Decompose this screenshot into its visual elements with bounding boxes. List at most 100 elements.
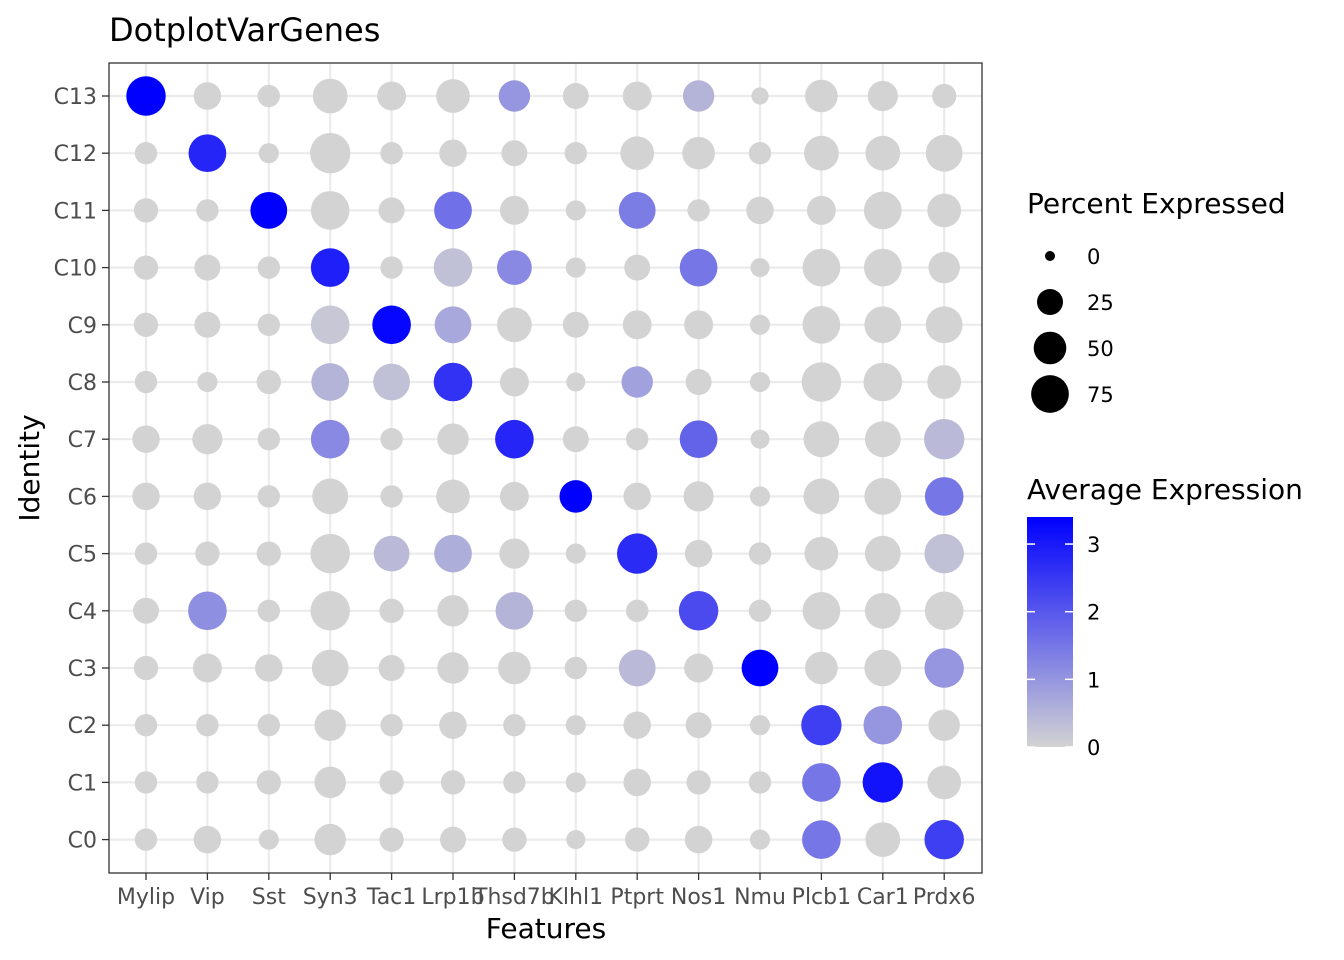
dot-C3-Car1 bbox=[864, 649, 902, 687]
dot-C10-Tac1 bbox=[380, 256, 403, 279]
dot-C4-Thsd7b bbox=[495, 591, 534, 630]
dot-C11-Lrp1b bbox=[434, 191, 472, 230]
dot-C11-Thsd7b bbox=[499, 195, 529, 225]
y-tick-label-C4: C4 bbox=[68, 600, 97, 625]
dot-C2-Vip bbox=[196, 714, 219, 737]
dot-C0-Nmu bbox=[749, 829, 771, 850]
dot-C12-Vip bbox=[188, 134, 227, 173]
dot-C10-Syn3 bbox=[310, 248, 350, 287]
dot-C13-Klhl1 bbox=[562, 83, 589, 109]
dot-C13-Thsd7b bbox=[498, 80, 531, 112]
dot-C1-Lrp1b bbox=[440, 770, 466, 795]
dot-C3-Mylip bbox=[133, 655, 159, 681]
dot-C10-Ptprt bbox=[624, 254, 651, 281]
dot-C8-Tac1 bbox=[373, 363, 410, 401]
dot-C6-Plcb1 bbox=[803, 478, 840, 515]
dot-C5-Klhl1 bbox=[565, 543, 586, 564]
dot-C1-Prdx6 bbox=[927, 765, 962, 800]
dot-C9-Nos1 bbox=[684, 310, 714, 340]
size-legend-dot-0 bbox=[1045, 251, 1055, 261]
dot-C13-Mylip bbox=[126, 76, 166, 116]
y-tick-label-C11: C11 bbox=[54, 199, 97, 224]
dot-C7-Klhl1 bbox=[562, 426, 589, 453]
dot-C1-Klhl1 bbox=[565, 772, 586, 793]
x-tick-label-Mylip: Mylip bbox=[117, 885, 175, 910]
dot-C10-Sst bbox=[257, 256, 280, 279]
x-tick-label-Tac1: Tac1 bbox=[366, 885, 416, 910]
dot-C6-Nos1 bbox=[683, 481, 714, 512]
dot-C0-Lrp1b bbox=[440, 826, 466, 853]
dot-C5-Nos1 bbox=[684, 539, 713, 568]
y-axis-title: Identity bbox=[13, 414, 46, 521]
dot-C2-Sst bbox=[257, 714, 280, 737]
dot-C11-Vip bbox=[196, 199, 219, 222]
dot-C8-Ptprt bbox=[621, 366, 653, 398]
dot-C4-Mylip bbox=[133, 597, 159, 624]
y-tick-label-C1: C1 bbox=[68, 771, 97, 796]
dot-C3-Nos1 bbox=[684, 653, 714, 683]
dot-C3-Syn3 bbox=[311, 649, 349, 687]
x-tick-label-Ptprt: Ptprt bbox=[610, 885, 664, 910]
size-legend: Percent Expressed 0 25 50 75 bbox=[1027, 187, 1286, 413]
x-tick-label-Nos1: Nos1 bbox=[671, 885, 726, 910]
dot-C7-Thsd7b bbox=[495, 419, 534, 459]
dot-C11-Tac1 bbox=[378, 197, 405, 224]
dot-C0-Car1 bbox=[865, 822, 901, 857]
dot-C13-Sst bbox=[257, 84, 280, 108]
dot-C10-Nos1 bbox=[679, 248, 718, 287]
dot-C13-Vip bbox=[193, 82, 222, 110]
y-tick-label-C13: C13 bbox=[54, 85, 97, 110]
dot-C13-Plcb1 bbox=[805, 79, 838, 113]
dot-C13-Nos1 bbox=[682, 80, 715, 112]
dot-C0-Syn3 bbox=[314, 823, 346, 856]
dot-C0-Nos1 bbox=[684, 825, 713, 854]
size-legend-dot-50 bbox=[1033, 331, 1067, 365]
x-tick-label-Lrp1b: Lrp1b bbox=[421, 885, 484, 910]
dot-C3-Thsd7b bbox=[498, 651, 531, 685]
dot-C13-Lrp1b bbox=[436, 79, 470, 113]
dot-C0-Sst bbox=[258, 829, 279, 850]
dot-C3-Plcb1 bbox=[805, 651, 838, 685]
size-legend-label-25: 25 bbox=[1087, 291, 1114, 315]
dot-C9-Ptprt bbox=[622, 310, 652, 340]
dot-C0-Vip bbox=[193, 825, 222, 854]
dot-C1-Car1 bbox=[862, 762, 903, 803]
x-tick-label-Prdx6: Prdx6 bbox=[913, 885, 976, 910]
dot-C2-Mylip bbox=[134, 714, 158, 737]
dot-C1-Mylip bbox=[134, 771, 158, 794]
dot-C7-Plcb1 bbox=[803, 421, 840, 458]
dot-C8-Lrp1b bbox=[433, 362, 473, 402]
dot-C7-Syn3 bbox=[310, 419, 350, 459]
y-tick-label-C5: C5 bbox=[68, 543, 97, 568]
dot-C6-Mylip bbox=[132, 482, 160, 511]
dot-C10-Prdx6 bbox=[928, 251, 960, 284]
size-legend-label-50: 50 bbox=[1087, 337, 1114, 361]
dot-C5-Lrp1b bbox=[434, 534, 472, 573]
dot-C9-Prdx6 bbox=[925, 306, 963, 344]
dot-C6-Klhl1 bbox=[559, 480, 593, 513]
color-legend-label-0: 0 bbox=[1087, 736, 1100, 760]
dot-C9-Syn3 bbox=[310, 305, 350, 345]
dot-C11-Ptprt bbox=[618, 192, 656, 229]
dot-C12-Mylip bbox=[134, 142, 158, 165]
dot-C10-Klhl1 bbox=[565, 257, 586, 278]
dot-C10-Plcb1 bbox=[802, 248, 841, 287]
dot-C8-Prdx6 bbox=[927, 365, 962, 399]
dot-C0-Prdx6 bbox=[924, 819, 964, 860]
dot-C12-Klhl1 bbox=[564, 142, 587, 165]
dot-C3-Vip bbox=[192, 653, 222, 683]
color-legend-label-3: 3 bbox=[1087, 533, 1100, 557]
x-axis-title: Features bbox=[486, 912, 606, 945]
dot-C2-Nmu bbox=[749, 715, 771, 736]
dot-C6-Tac1 bbox=[380, 485, 403, 508]
dot-C9-Klhl1 bbox=[562, 311, 589, 338]
dot-C11-Klhl1 bbox=[565, 200, 586, 221]
dot-C8-Vip bbox=[197, 371, 218, 393]
color-legend-title: Average Expression bbox=[1027, 473, 1303, 506]
dot-C4-Syn3 bbox=[310, 591, 350, 631]
dot-C2-Syn3 bbox=[314, 709, 346, 741]
dot-C12-Thsd7b bbox=[501, 140, 528, 167]
dot-C11-Sst bbox=[250, 192, 288, 229]
dot-C9-Lrp1b bbox=[434, 306, 472, 344]
panel-background bbox=[109, 63, 982, 873]
